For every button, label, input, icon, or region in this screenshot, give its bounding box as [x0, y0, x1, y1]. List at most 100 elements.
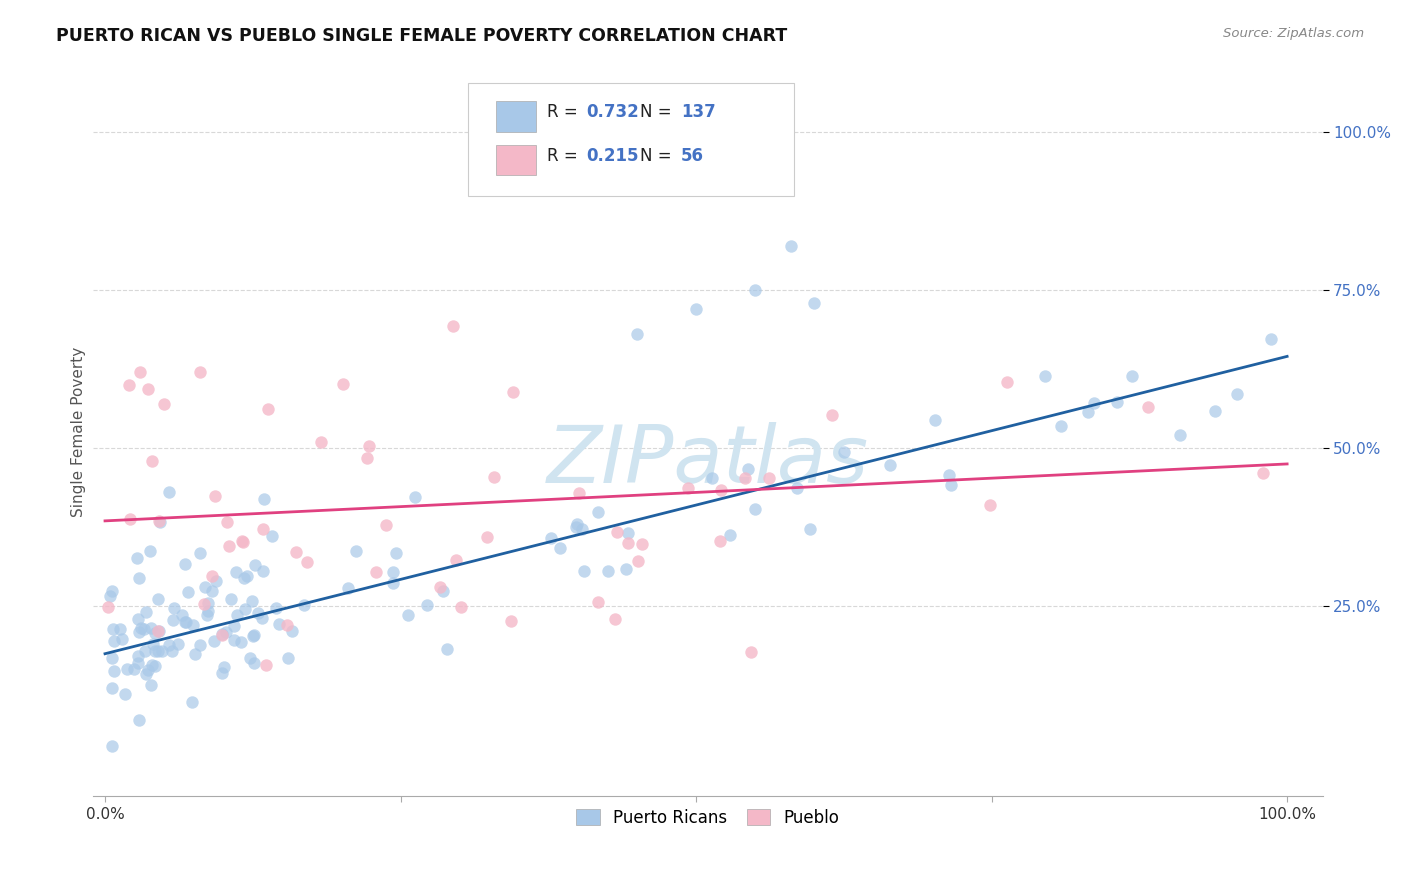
Point: [586, 505, 609, 519]
Point: [359, 439, 381, 453]
Point: [571, 522, 593, 536]
Point: [148, 624, 170, 638]
Point: [139, 621, 162, 635]
Point: [172, 608, 194, 623]
Point: [127, 612, 149, 626]
Point: [101, 584, 124, 599]
Point: [596, 564, 619, 578]
Point: [195, 608, 218, 623]
Point: [157, 485, 180, 500]
Point: [197, 596, 219, 610]
Point: [222, 633, 245, 648]
Point: [229, 634, 252, 648]
Point: [148, 624, 170, 638]
Point: [214, 660, 236, 674]
Point: [128, 571, 150, 585]
Point: [122, 662, 145, 676]
Point: [201, 569, 224, 583]
Point: [242, 629, 264, 643]
Text: 137: 137: [681, 103, 716, 121]
Point: [446, 553, 468, 567]
Point: [565, 519, 588, 533]
Point: [627, 554, 650, 568]
Text: 56: 56: [681, 147, 704, 165]
Point: [239, 651, 262, 665]
Point: [159, 639, 181, 653]
Point: [141, 454, 163, 468]
Y-axis label: Single Female Poverty: Single Female Poverty: [72, 347, 86, 517]
Point: [678, 481, 700, 495]
Point: [143, 626, 166, 640]
Point: [127, 551, 149, 566]
Point: [366, 566, 388, 580]
Point: [100, 650, 122, 665]
Point: [568, 486, 591, 500]
Text: R =: R =: [547, 103, 583, 121]
Point: [188, 365, 211, 379]
Point: [253, 491, 276, 506]
Point: [222, 619, 245, 633]
Point: [277, 651, 299, 665]
Point: [979, 499, 1001, 513]
Point: [153, 397, 176, 411]
Point: [718, 527, 741, 541]
Point: [786, 482, 808, 496]
FancyBboxPatch shape: [496, 102, 536, 132]
Point: [129, 621, 152, 635]
Point: [269, 616, 291, 631]
Point: [111, 632, 134, 646]
Point: [240, 593, 263, 607]
Point: [938, 467, 960, 482]
Point: [135, 666, 157, 681]
Point: [586, 595, 609, 609]
Point: [482, 470, 505, 484]
Point: [295, 555, 318, 569]
Point: [181, 618, 204, 632]
Point: [734, 471, 756, 485]
Point: [257, 402, 280, 417]
Point: [100, 681, 122, 696]
Point: [136, 382, 159, 396]
Point: [103, 622, 125, 636]
Point: [193, 597, 215, 611]
Point: [939, 478, 962, 492]
Point: [702, 471, 724, 485]
Point: [146, 643, 169, 657]
Point: [758, 470, 780, 484]
Point: [924, 413, 946, 427]
Point: [574, 564, 596, 578]
Point: [150, 643, 173, 657]
Text: 0.732: 0.732: [586, 103, 638, 121]
Text: 0.215: 0.215: [586, 147, 638, 165]
Point: [233, 601, 256, 615]
Point: [219, 591, 242, 606]
Point: [309, 434, 332, 449]
Point: [129, 365, 152, 379]
Point: [995, 376, 1018, 390]
Point: [416, 598, 439, 612]
Point: [606, 525, 628, 540]
Point: [117, 377, 139, 392]
Point: [204, 489, 226, 503]
Point: [477, 530, 499, 544]
Point: [160, 644, 183, 658]
Point: [202, 633, 225, 648]
Text: N =: N =: [640, 147, 678, 165]
Point: [740, 645, 762, 659]
Point: [1226, 387, 1249, 401]
Point: [232, 535, 254, 549]
Point: [211, 628, 233, 642]
Point: [356, 451, 378, 466]
Point: [685, 301, 707, 316]
Point: [197, 604, 219, 618]
Point: [141, 657, 163, 672]
Text: PUERTO RICAN VS PUEBLO SINGLE FEMALE POVERTY CORRELATION CHART: PUERTO RICAN VS PUEBLO SINGLE FEMALE POV…: [56, 27, 787, 45]
Text: ZIPatlas: ZIPatlas: [547, 423, 869, 500]
Point: [163, 600, 186, 615]
Point: [744, 502, 766, 516]
Point: [148, 514, 170, 528]
Point: [194, 580, 217, 594]
Text: Source: ZipAtlas.com: Source: ZipAtlas.com: [1223, 27, 1364, 40]
Point: [136, 663, 159, 677]
Point: [502, 385, 524, 400]
